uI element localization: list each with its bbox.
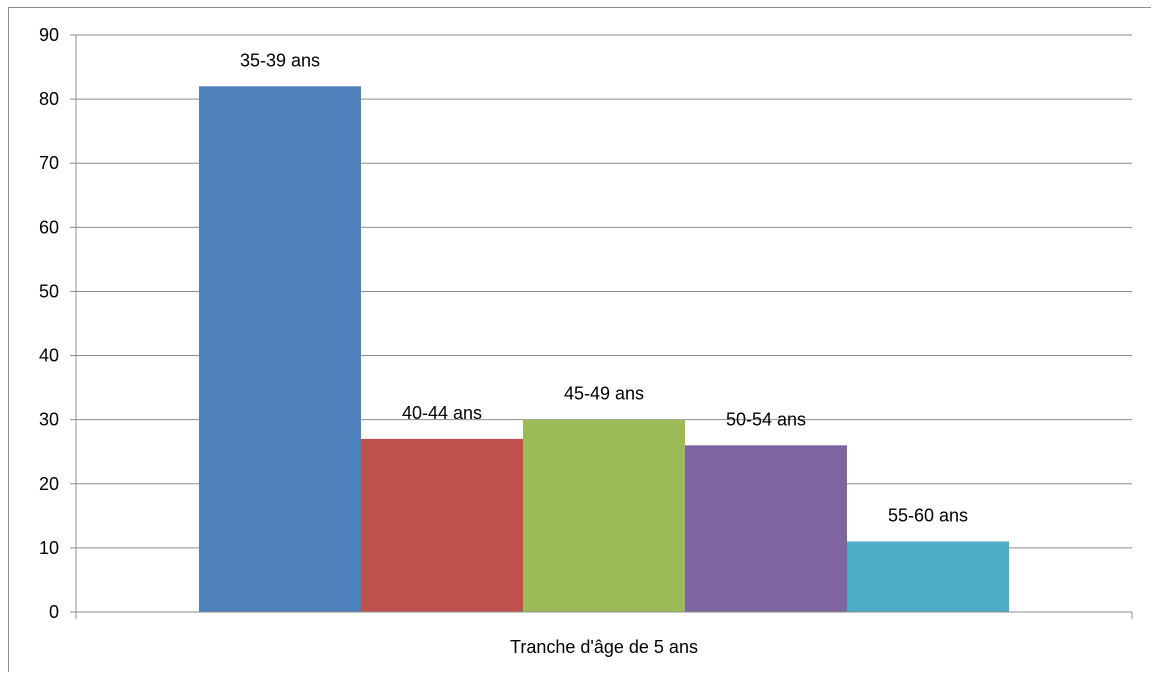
- data-label: 50-54 ans: [726, 409, 806, 429]
- data-label: 40-44 ans: [402, 403, 482, 423]
- bar-45-49-ans: [523, 419, 685, 612]
- y-tick-label: 50: [39, 281, 59, 301]
- bar-40-44-ans: [361, 438, 523, 612]
- data-label: 35-39 ans: [240, 50, 320, 70]
- chart-frame: [8, 7, 1151, 672]
- bars: [199, 86, 1009, 613]
- y-tick-label: 60: [39, 217, 59, 237]
- y-tick-label: 0: [49, 602, 59, 622]
- y-tick-label: 30: [39, 410, 59, 430]
- y-tick-label: 20: [39, 474, 59, 494]
- data-label: 45-49 ans: [564, 384, 644, 404]
- y-tick-label: 10: [39, 538, 59, 558]
- data-labels: 35-39 ans 40-44 ans 45-49 ans 50-54 ans 55-6…: [240, 50, 968, 525]
- y-tick-label: 40: [39, 346, 59, 366]
- x-axis-label: Tranche d'âge de 5 ans: [510, 637, 698, 657]
- y-tick-label: 80: [39, 89, 59, 109]
- bar-55-60-ans: [847, 541, 1009, 612]
- y-tick-label: 90: [39, 25, 59, 45]
- data-label: 55-60 ans: [888, 505, 968, 525]
- y-axis-ticks: 0 10 20 30 40 50 60 70 80 90: [39, 25, 1133, 622]
- y-tick-label: 70: [39, 153, 59, 173]
- bar-50-54-ans: [685, 445, 847, 612]
- bar-35-39-ans: [199, 86, 361, 613]
